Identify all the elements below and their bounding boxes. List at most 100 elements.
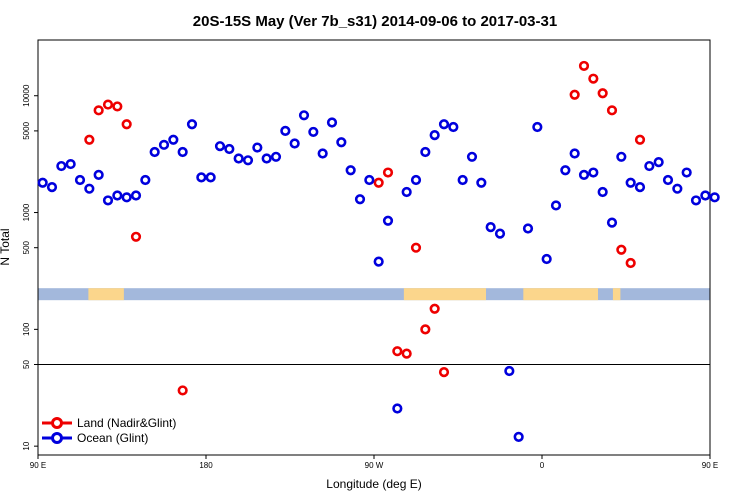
ocean-point: [597, 186, 608, 198]
ocean-point: [672, 183, 683, 194]
y-axis: 10 50 100 500 1000 5000 10000: [22, 84, 38, 451]
legend-marker-land: [51, 417, 63, 429]
ocean-point: [121, 192, 132, 203]
ocean-point: [177, 146, 188, 158]
ocean-point: [401, 186, 412, 198]
ocean-point: [261, 153, 272, 164]
land-point: [93, 105, 104, 116]
ocean-point: [373, 256, 384, 267]
land-strip-segment: [403, 288, 486, 301]
ocean-point: [653, 157, 664, 168]
ocean-point: [700, 190, 711, 201]
ocean-point: [102, 195, 114, 206]
ocean-point: [280, 125, 291, 136]
land-point: [401, 348, 412, 359]
land-point: [121, 119, 132, 130]
ocean-point: [588, 167, 599, 178]
y-tick-label: 50: [22, 360, 31, 369]
ocean-point: [625, 177, 636, 188]
ocean-point: [438, 119, 450, 130]
ocean-point: [634, 182, 646, 193]
land-point: [597, 88, 608, 99]
ocean-point: [158, 139, 170, 150]
ocean-point: [317, 148, 328, 159]
ocean-point: [522, 223, 534, 234]
land-point: [634, 134, 646, 145]
land-point: [130, 231, 142, 242]
land-point: [625, 257, 636, 269]
ocean-point: [429, 130, 440, 141]
ocean-point: [578, 169, 590, 181]
ocean-point: [504, 365, 515, 377]
ocean-point: [644, 160, 655, 172]
legend-label-land: Land (Nadir&Glint): [77, 416, 176, 430]
ocean-point: [289, 138, 300, 149]
y-tick-label: 10: [22, 441, 31, 450]
ocean-point: [532, 121, 543, 133]
land-point: [392, 346, 403, 357]
ocean-point: [690, 195, 702, 206]
x-tick-label: 0: [540, 461, 545, 470]
y-tick-label: 1000: [22, 203, 31, 221]
ocean-point: [448, 121, 459, 133]
land-strip: [38, 288, 710, 301]
ocean-point: [354, 194, 366, 205]
land-point: [588, 73, 599, 84]
land-point: [382, 167, 394, 178]
ocean-point: [662, 174, 674, 186]
ocean-point: [74, 174, 86, 186]
ocean-point: [205, 172, 216, 183]
x-axis: 90 E 180 90 W 0 90 E: [30, 455, 718, 470]
ocean-point: [224, 143, 235, 155]
ocean-point: [541, 253, 552, 265]
ocean-point: [270, 151, 282, 162]
data-points: [37, 60, 720, 443]
land-point: [420, 324, 431, 335]
land-point: [373, 177, 384, 188]
ocean-point: [149, 146, 160, 158]
ocean-point: [560, 165, 571, 176]
legend-marker-ocean: [51, 432, 63, 444]
x-tick-label: 90 W: [365, 461, 384, 470]
ocean-point: [298, 110, 310, 121]
ocean-point: [513, 431, 524, 443]
ocean-point: [485, 222, 496, 233]
land-point: [177, 385, 188, 396]
ocean-point: [569, 148, 580, 159]
land-point: [410, 242, 422, 253]
ocean-point: [186, 119, 198, 130]
chart-title: 20S-15S May (Ver 7b_s31) 2014-09-06 to 2…: [193, 13, 557, 30]
ocean-point: [308, 126, 319, 138]
ocean-point: [420, 146, 431, 158]
ocean-point: [364, 174, 375, 186]
ocean-point: [196, 172, 207, 183]
land-point: [438, 367, 450, 378]
ocean-strip: [38, 288, 710, 301]
land-point: [102, 99, 114, 110]
ocean-point: [252, 142, 263, 153]
ocean-point: [168, 134, 179, 145]
ocean-point: [382, 215, 394, 226]
ocean-point: [233, 153, 244, 164]
ocean-point: [37, 177, 48, 188]
land-strip-segment: [88, 288, 124, 301]
ocean-point: [46, 182, 58, 193]
ocean-point: [242, 155, 254, 166]
legend: Land (Nadir&Glint) Ocean (Glint): [42, 416, 176, 445]
ocean-point: [476, 177, 487, 188]
y-tick-label: 100: [22, 322, 31, 336]
ocean-point: [681, 167, 692, 178]
ocean-point: [112, 190, 123, 201]
ocean-point: [466, 151, 478, 162]
land-point: [606, 105, 618, 116]
y-tick-label: 10000: [22, 84, 31, 107]
land-point: [569, 89, 580, 100]
land-strip-segment: [612, 288, 621, 301]
y-axis-label: N Total: [0, 228, 12, 265]
ocean-point: [345, 165, 356, 176]
y-tick-label: 5000: [22, 121, 31, 139]
ocean-point: [616, 151, 627, 162]
ocean-point: [65, 158, 76, 170]
ocean-point: [457, 174, 468, 186]
